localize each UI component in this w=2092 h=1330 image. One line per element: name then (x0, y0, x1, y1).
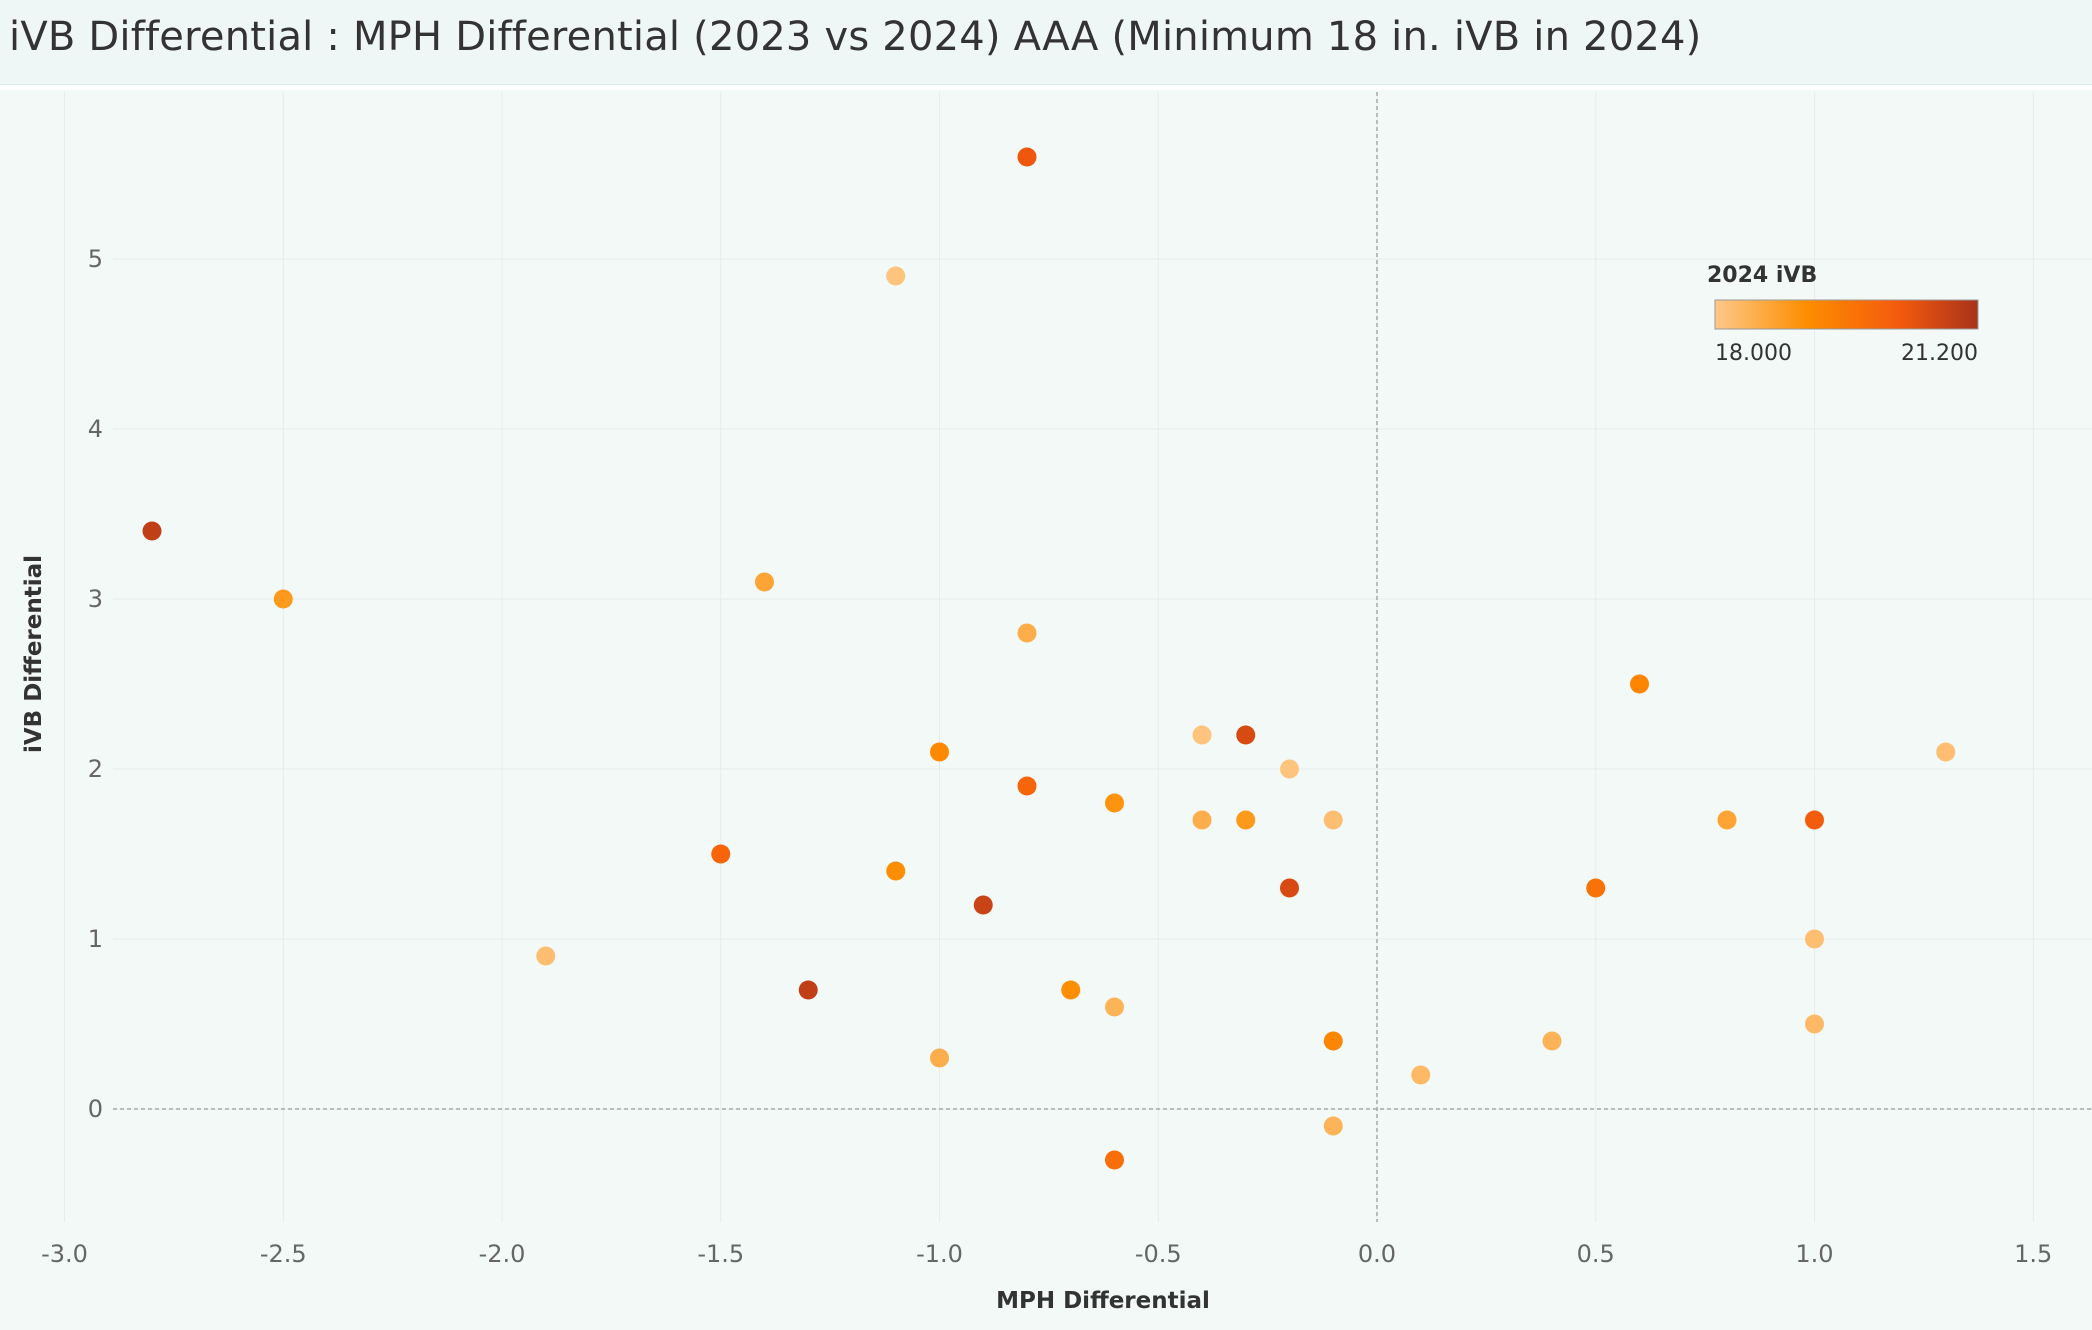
scatter-point[interactable] (1280, 878, 1299, 898)
scatter-point[interactable] (886, 861, 906, 881)
scatter-point[interactable] (1542, 1031, 1562, 1051)
plot-panel (0, 90, 2092, 1330)
gridlines (64, 92, 2092, 1222)
legend-max-label: 21.200 (1901, 341, 1978, 366)
scatter-point[interactable] (1105, 997, 1124, 1017)
legend-gradient-bar (1714, 299, 1979, 330)
title-bar: iVB Differential : MPH Differential (202… (0, 0, 2092, 85)
scatter-point[interactable] (1630, 674, 1649, 694)
y-tick-label: 0 (88, 1095, 103, 1123)
scatter-point[interactable] (1236, 725, 1256, 745)
scatter-point[interactable] (536, 946, 556, 966)
scatter-point[interactable] (973, 895, 993, 915)
scatter-point[interactable] (1411, 1065, 1431, 1085)
scatter-point[interactable] (1936, 742, 1956, 762)
scatter-point[interactable] (273, 589, 293, 609)
chart-title: iVB Differential : MPH Differential (202… (9, 14, 1702, 60)
x-axis-ticks: -5.5-5.0-4.5-4.0-3.5-3.0-2.5-2.0-1.5-1.0… (41, 1240, 2052, 1268)
scatter-point[interactable] (1280, 759, 1299, 779)
scatter-point[interactable] (1017, 623, 1037, 643)
legend-min-label: 18.000 (1715, 341, 1792, 366)
scatter-point[interactable] (1323, 810, 1343, 830)
scatter-point[interactable] (1061, 980, 1081, 1000)
x-tick-label: -1.0 (916, 1240, 963, 1268)
scatter-point[interactable] (1323, 1031, 1343, 1051)
x-axis-title: MPH Differential (996, 1288, 1210, 1314)
scatter-point[interactable] (1192, 810, 1212, 830)
y-tick-label: 4 (88, 415, 103, 443)
scatter-point[interactable] (1805, 1014, 1824, 1034)
scatter-point[interactable] (142, 521, 162, 541)
scatter-point[interactable] (1805, 929, 1824, 949)
x-tick-label: -1.5 (697, 1240, 744, 1268)
scatter-point[interactable] (1105, 793, 1124, 813)
scatter-point[interactable] (1105, 1150, 1124, 1170)
data-points (142, 147, 1956, 1170)
scatter-point[interactable] (930, 742, 949, 762)
scatter-point[interactable] (1805, 810, 1824, 830)
x-tick-label: -2.5 (260, 1240, 307, 1268)
x-tick-label: -0.5 (1135, 1240, 1182, 1268)
scatter-point[interactable] (1236, 810, 1256, 830)
y-tick-label: 3 (88, 585, 103, 613)
x-tick-label: 0.5 (1577, 1240, 1615, 1268)
reference-lines (113, 92, 2092, 1222)
x-tick-label: -3.0 (41, 1240, 88, 1268)
scatter-point[interactable] (930, 1048, 949, 1068)
x-tick-label: -2.0 (479, 1240, 526, 1268)
x-tick-label: 1.0 (1795, 1240, 1833, 1268)
color-legend: 2024 iVB 18.000 21.200 (1707, 263, 1979, 366)
scatter-point[interactable] (711, 844, 731, 864)
scatter-point[interactable] (1192, 725, 1212, 745)
y-tick-label: 5 (88, 245, 103, 273)
y-tick-label: 2 (88, 755, 103, 783)
scatter-point[interactable] (1017, 147, 1037, 167)
x-tick-label: 1.5 (2014, 1240, 2052, 1268)
y-axis-title: iVB Differential (21, 555, 47, 753)
scatter-point[interactable] (1717, 810, 1737, 830)
y-axis-ticks: 0 1 2 3 4 5 (88, 245, 103, 1123)
x-tick-label: 0.0 (1358, 1240, 1396, 1268)
scatter-point[interactable] (755, 572, 774, 592)
scatter-point[interactable] (886, 266, 906, 286)
scatter-point[interactable] (1323, 1116, 1343, 1136)
scatter-point[interactable] (798, 980, 818, 1000)
scatter-point[interactable] (1017, 776, 1037, 796)
scatter-point[interactable] (1586, 878, 1606, 898)
legend-title: 2024 iVB (1707, 263, 1817, 288)
y-tick-label: 1 (88, 925, 103, 953)
